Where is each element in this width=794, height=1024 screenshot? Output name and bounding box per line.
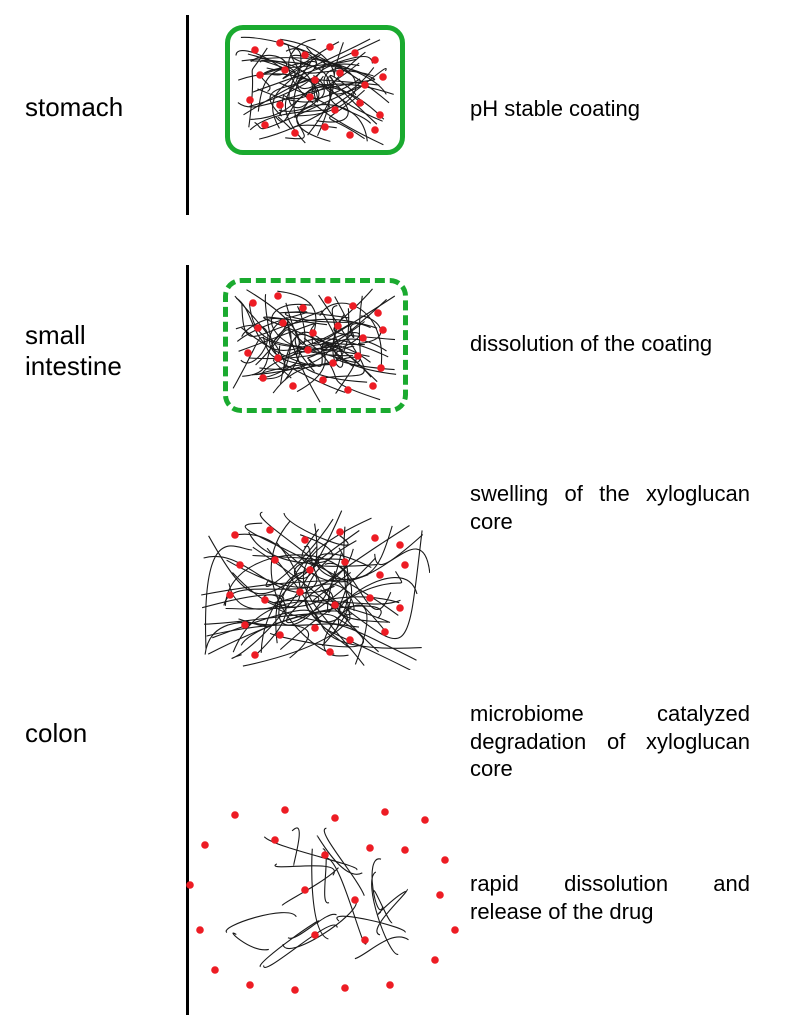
drug-dot bbox=[246, 981, 254, 989]
drug-dot bbox=[196, 926, 204, 934]
stage-colon bbox=[175, 800, 465, 1000]
drug-dot bbox=[386, 981, 394, 989]
drug-dot bbox=[436, 891, 444, 899]
drug-dot bbox=[276, 631, 284, 639]
drug-dot bbox=[396, 604, 404, 612]
drug-dot bbox=[271, 836, 279, 844]
drug-dot bbox=[351, 896, 359, 904]
drug-dot bbox=[306, 566, 314, 574]
mesh-core bbox=[175, 800, 465, 1000]
drug-dot bbox=[361, 936, 369, 944]
divider-line bbox=[186, 265, 189, 640]
drug-dot bbox=[311, 931, 319, 939]
stage-small-intestine bbox=[223, 278, 408, 413]
section-label-colon: colon bbox=[25, 718, 87, 749]
drug-dot bbox=[421, 816, 429, 824]
drug-dot bbox=[431, 956, 439, 964]
drug-dot bbox=[271, 556, 279, 564]
drug-dot bbox=[291, 986, 299, 994]
drug-dot bbox=[401, 561, 409, 569]
section-label-small-intestine: small intestine bbox=[25, 320, 122, 382]
description-rapid-release: rapid dissolution and release of the dru… bbox=[470, 870, 750, 925]
drug-dot bbox=[341, 984, 349, 992]
coating-dashed bbox=[223, 278, 408, 413]
drug-dot bbox=[326, 648, 334, 656]
drug-dot bbox=[201, 841, 209, 849]
drug-dot bbox=[451, 926, 459, 934]
drug-dot bbox=[376, 571, 384, 579]
drug-dot bbox=[251, 651, 259, 659]
drug-dot bbox=[301, 886, 309, 894]
description-dissolution: dissolution of the coating bbox=[470, 330, 750, 358]
divider-line bbox=[186, 15, 189, 215]
drug-dot bbox=[336, 528, 344, 536]
description-swelling: swelling of the xyloglucan core bbox=[470, 480, 750, 535]
drug-dot bbox=[186, 881, 194, 889]
drug-dot bbox=[236, 561, 244, 569]
drug-dot bbox=[331, 601, 339, 609]
drug-dot bbox=[311, 624, 319, 632]
drug-dot bbox=[396, 541, 404, 549]
drug-dot bbox=[301, 536, 309, 544]
drug-dot bbox=[381, 808, 389, 816]
drug-dot bbox=[366, 594, 374, 602]
description-degradation: microbiome catalyzed degradation of xylo… bbox=[470, 700, 750, 783]
stage-stomach bbox=[225, 25, 405, 155]
drug-dot bbox=[321, 851, 329, 859]
drug-dot bbox=[266, 526, 274, 534]
drug-dot bbox=[231, 531, 239, 539]
drug-dot bbox=[346, 636, 354, 644]
section-label-stomach: stomach bbox=[25, 92, 123, 123]
drug-dot bbox=[381, 628, 389, 636]
drug-dot bbox=[401, 846, 409, 854]
drug-dot bbox=[226, 591, 234, 599]
stage-swelling bbox=[200, 510, 430, 670]
drug-dot bbox=[296, 588, 304, 596]
drug-dot bbox=[241, 621, 249, 629]
drug-dot bbox=[211, 966, 219, 974]
drug-dot bbox=[341, 558, 349, 566]
description-ph-stable: pH stable coating bbox=[470, 95, 750, 123]
coating-solid bbox=[225, 25, 405, 155]
drug-dot bbox=[231, 811, 239, 819]
mesh-core bbox=[200, 510, 430, 670]
drug-dot bbox=[331, 814, 339, 822]
drug-dot bbox=[371, 534, 379, 542]
drug-dot bbox=[366, 844, 374, 852]
drug-dot bbox=[441, 856, 449, 864]
drug-dot bbox=[261, 596, 269, 604]
drug-dot bbox=[281, 806, 289, 814]
